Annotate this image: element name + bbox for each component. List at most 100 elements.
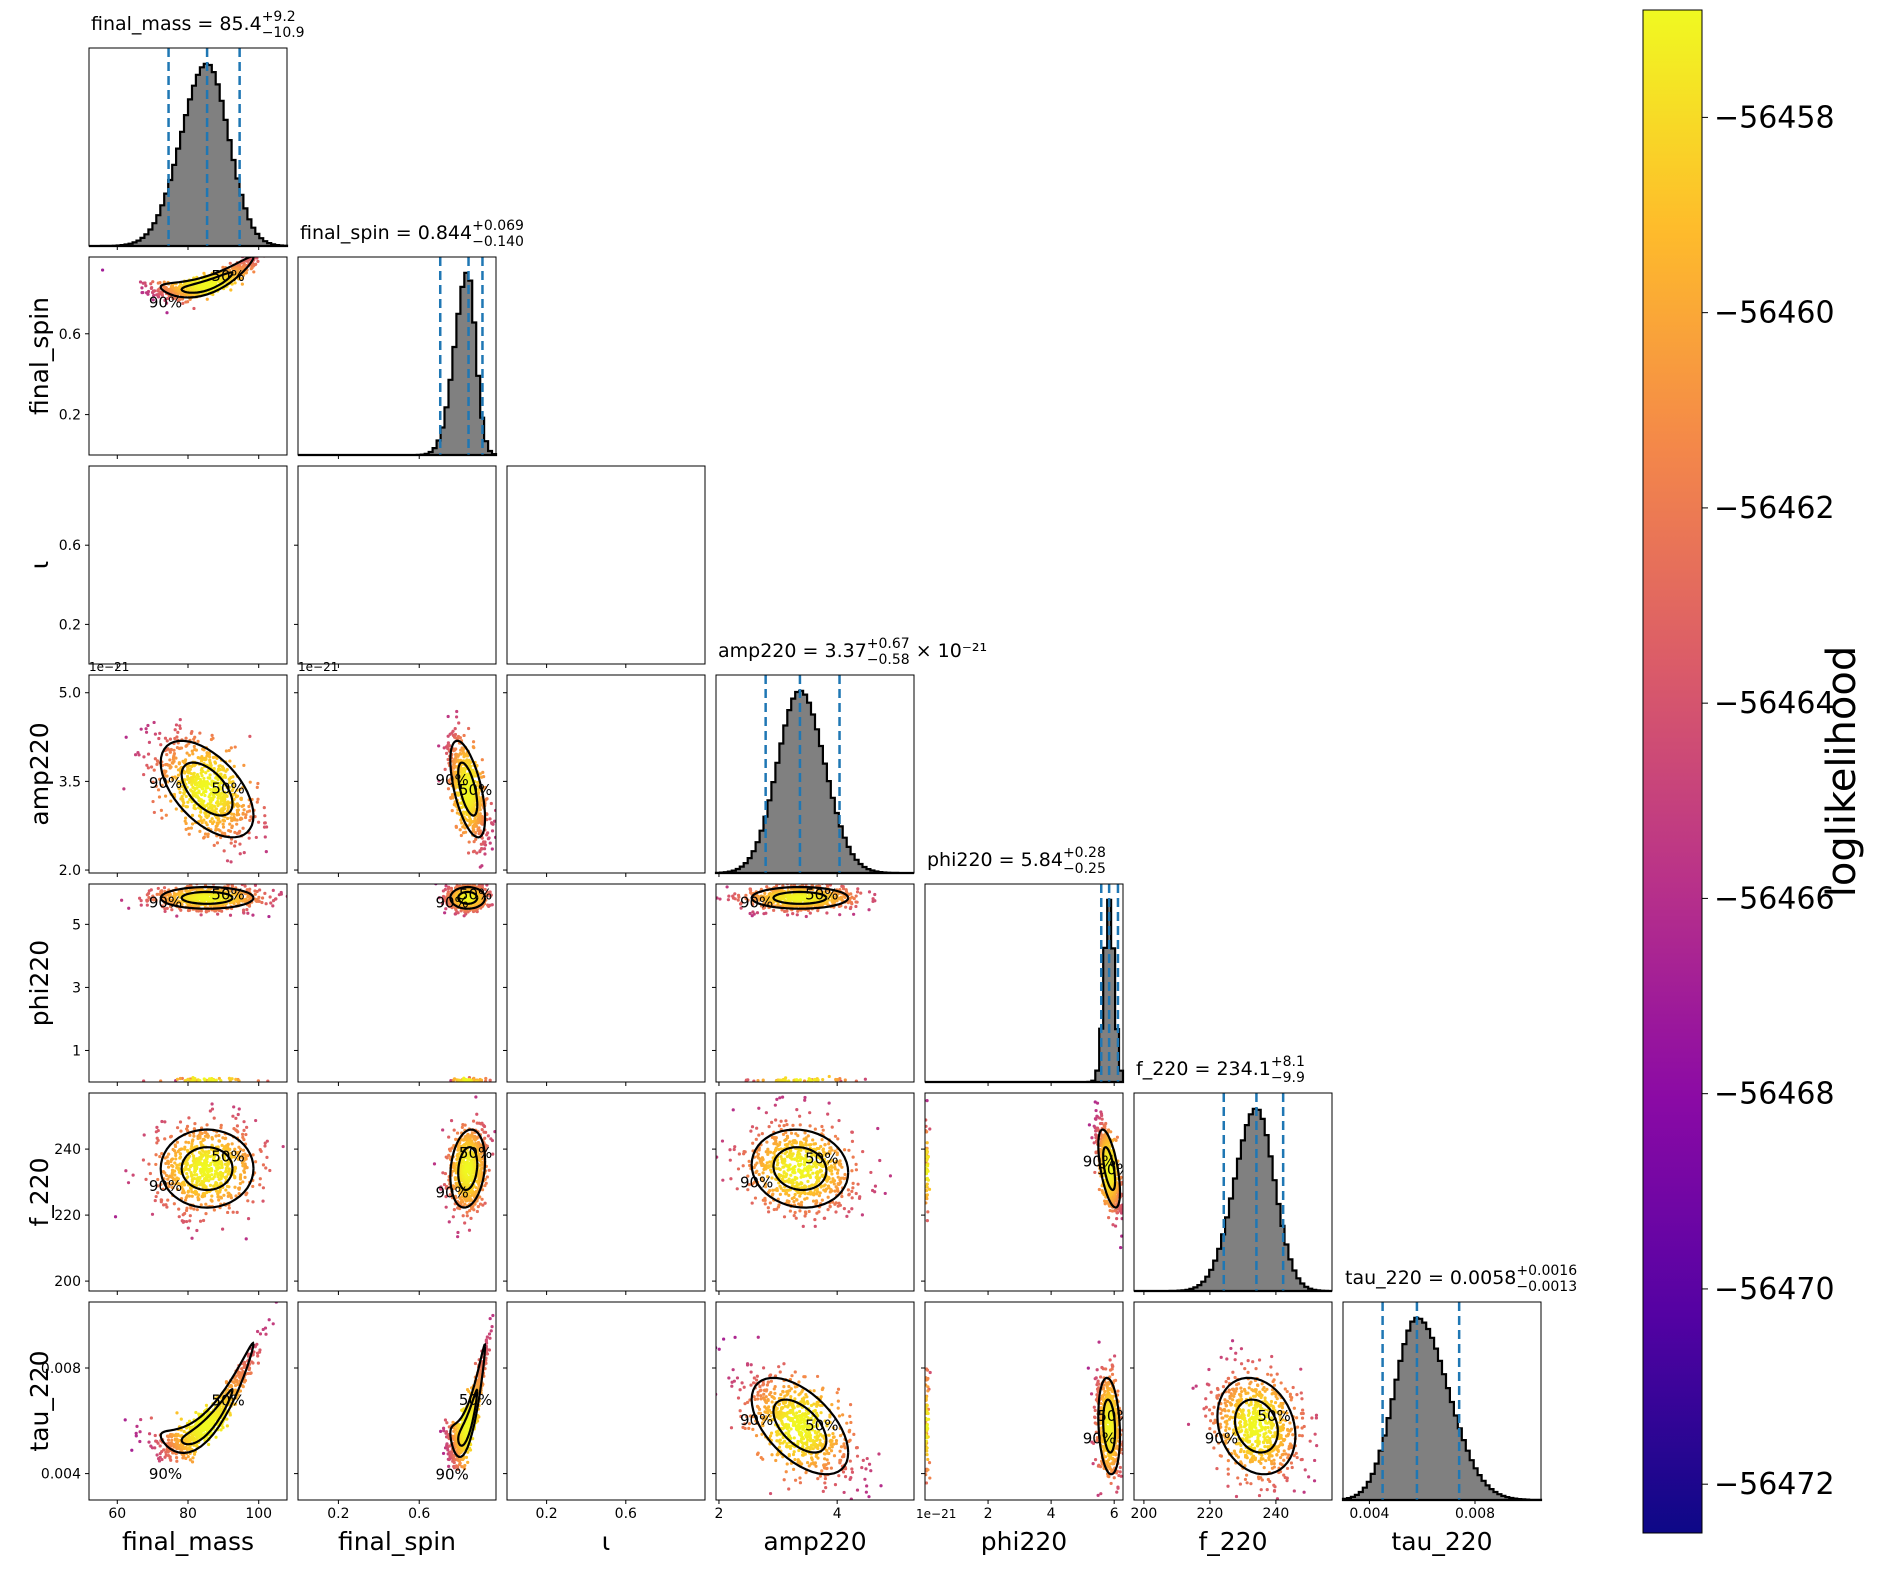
scatter-point [148, 741, 151, 744]
scatter-point [459, 879, 462, 882]
scatter-point [187, 1226, 190, 1229]
scatter-point [242, 908, 245, 911]
scatter-point [231, 825, 234, 828]
scatter-point [805, 915, 808, 918]
scatter-point [265, 1156, 268, 1159]
scatter-point [248, 819, 251, 822]
scatter-point [144, 727, 147, 730]
scatter-point [142, 755, 145, 758]
scatter-point [242, 808, 245, 811]
scatter-point [467, 851, 470, 854]
scatter-point [272, 889, 275, 892]
scatter-point [207, 896, 210, 899]
subplot-frame [507, 884, 705, 1082]
scatter-point [261, 1200, 264, 1203]
scatter-point [265, 850, 268, 853]
scatter-point [457, 721, 460, 724]
scatter-point [186, 801, 189, 804]
scatter-point [209, 1184, 212, 1187]
scatter-point [179, 1155, 182, 1158]
scatter-point [190, 1237, 193, 1240]
scatter-point [178, 1215, 181, 1218]
scatter-point [233, 1167, 236, 1170]
scatter-point [127, 1181, 130, 1184]
scatter-point [235, 823, 238, 826]
scatter-point [182, 804, 185, 807]
scatter-point [233, 765, 236, 768]
scatter-point [184, 745, 187, 748]
scatter-point [459, 828, 462, 831]
scatter-point [243, 1176, 246, 1179]
scatter-point [199, 811, 202, 814]
scatter-point [134, 753, 137, 756]
scatter-point [854, 900, 857, 903]
scatter-point [150, 765, 153, 768]
scatter-point [242, 1129, 245, 1132]
scatter-point [155, 1141, 158, 1144]
scatter-point [451, 876, 454, 879]
scatter-point [854, 905, 857, 908]
scatter-point [191, 1140, 194, 1143]
scatter-point [215, 1079, 218, 1082]
scatter-point [481, 758, 484, 761]
scatter-point [245, 1237, 248, 1240]
scatter-point [169, 751, 172, 754]
scatter-point [472, 850, 475, 853]
scatter-point [491, 829, 494, 832]
scatter-point [144, 284, 147, 287]
scatter-point [455, 715, 458, 718]
scatter-point [221, 819, 224, 822]
scatter-point [143, 281, 146, 284]
scatter-point [212, 820, 215, 823]
scatter-point [256, 782, 259, 785]
scatter-point [187, 827, 190, 830]
scatter-point [856, 887, 859, 890]
scatter-point [183, 1148, 186, 1151]
scatter-point [166, 739, 169, 742]
scatter-point [169, 765, 172, 768]
scatter-point [451, 796, 454, 799]
scatter-point [164, 795, 167, 798]
y-tick-label: 3 [72, 980, 81, 996]
scatter-point [228, 749, 231, 752]
scatter-point [227, 829, 230, 832]
scatter-point [182, 1181, 185, 1184]
scatter-point [272, 899, 275, 902]
scatter-point [181, 1219, 184, 1222]
scatter-point [140, 728, 143, 731]
scatter-point [191, 752, 194, 755]
scatter-point [200, 1203, 203, 1206]
scatter-point [231, 1115, 234, 1118]
scatter-point [158, 281, 161, 284]
scatter-point [149, 1172, 152, 1175]
scatter-point [239, 852, 242, 855]
scatter-point [230, 842, 233, 845]
scatter-point [226, 1211, 229, 1214]
scatter-point [213, 844, 216, 847]
scatter-point [159, 743, 162, 746]
scatter-point [264, 835, 267, 838]
scatter-point [214, 1181, 217, 1184]
scatter-point [203, 836, 206, 839]
scatter-point [195, 1229, 198, 1232]
scatter-point [203, 1077, 206, 1080]
scatter-point [181, 795, 184, 798]
scatter-point [262, 1163, 265, 1166]
scatter-point [764, 912, 767, 915]
scatter-point [142, 1158, 145, 1161]
scatter-point [222, 1194, 225, 1197]
scatter-point [809, 1079, 812, 1082]
scatter-point [445, 752, 448, 755]
scatter-point [486, 903, 489, 906]
scatter-point [256, 798, 259, 801]
scatter-point [216, 841, 219, 844]
scatter-point [202, 1192, 205, 1195]
scatter-point [219, 1181, 222, 1184]
scatter-point [491, 847, 494, 850]
scatter-point [229, 262, 232, 265]
subplot-frame [89, 884, 287, 1082]
scatter-point [142, 773, 145, 776]
scatter-point [157, 1129, 160, 1132]
scatter-point [216, 878, 219, 881]
y-tick-label: 0.2 [59, 617, 81, 633]
